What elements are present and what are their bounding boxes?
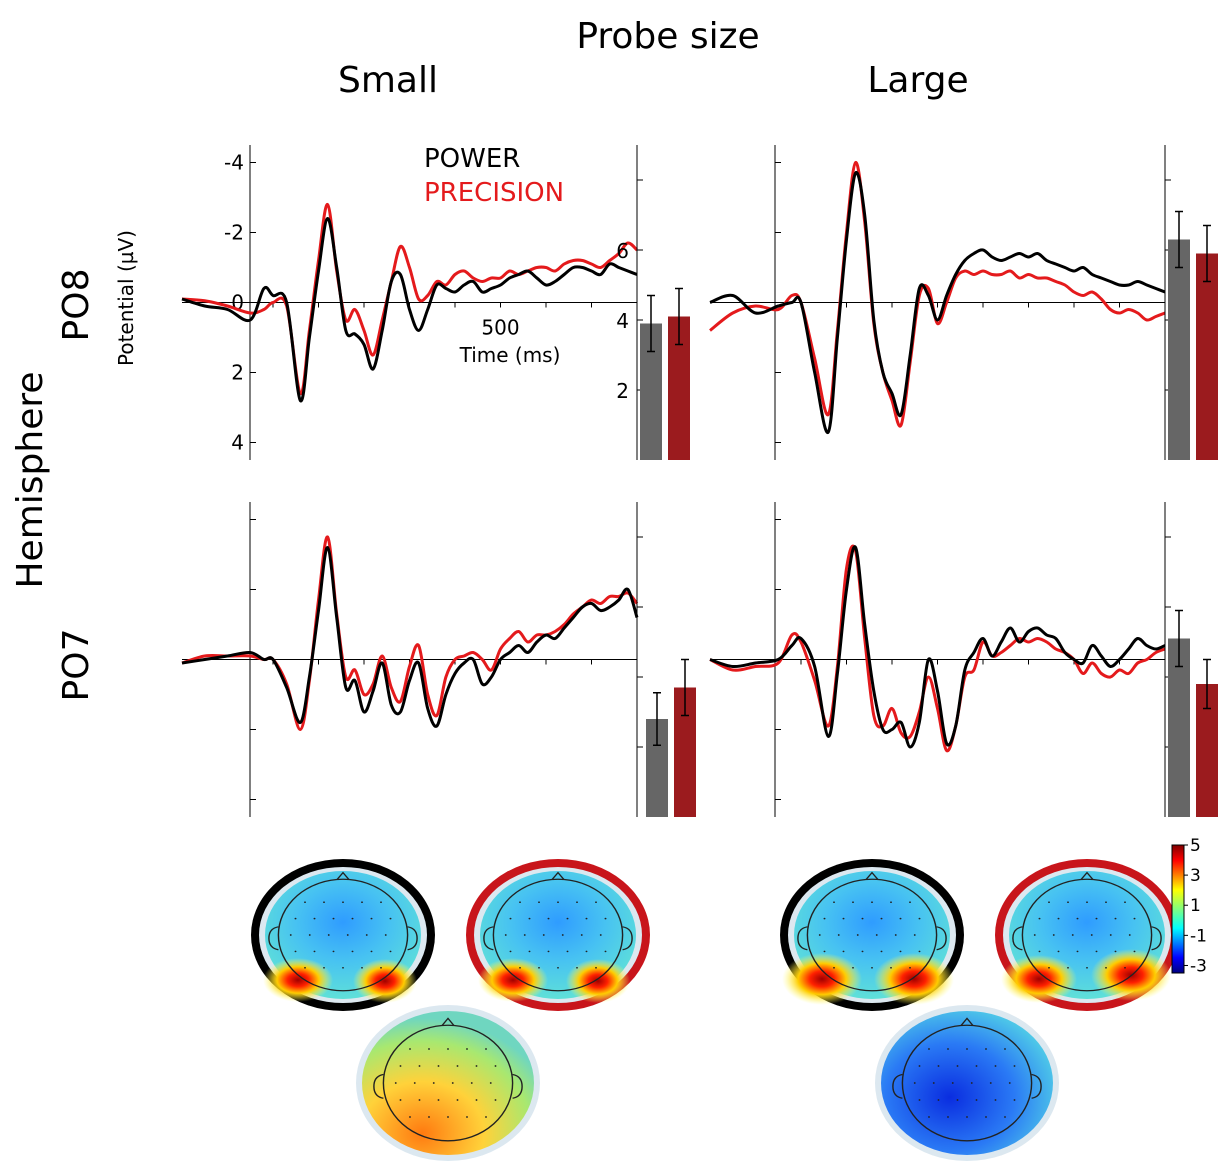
bar-power <box>640 323 662 460</box>
y-tick-label: -4 <box>224 151 244 175</box>
bar-panel-small-po7 <box>636 502 696 817</box>
topomap-large-power <box>780 859 964 1011</box>
topomap-small-power <box>251 859 435 1011</box>
row-title-po8: PO8 <box>56 269 97 342</box>
bar-precision <box>1196 684 1218 817</box>
column-group-title: Probe size <box>576 16 759 57</box>
bar-power <box>1168 638 1190 817</box>
y-axis-label: Potential (µV) <box>114 230 138 366</box>
colorbar: 5 3 1 -1 -3 <box>1171 836 1207 976</box>
topomap-large-difference <box>875 1005 1059 1161</box>
bar-y-tick-label: 6 <box>616 239 629 263</box>
bar-panels: 2 4 6 <box>616 145 1218 817</box>
topomap-small-difference <box>356 1005 540 1161</box>
bar-precision <box>674 687 696 817</box>
series-line-power <box>709 171 1166 434</box>
bar-precision <box>668 316 690 460</box>
bar-panel-large-po8 <box>1164 145 1218 460</box>
y-tick-label: -2 <box>224 221 244 245</box>
series-line-precision <box>181 535 639 732</box>
colorbar-tick-label: -1 <box>1190 926 1207 946</box>
bar-precision <box>1196 253 1218 460</box>
series-line-power <box>709 545 1166 749</box>
x-tick-label: 500 <box>481 316 519 340</box>
y-tick-label: 2 <box>231 361 244 385</box>
series-line-precision <box>181 202 639 396</box>
series-line-power <box>181 545 639 728</box>
erp-panel-small-po7 <box>181 502 639 817</box>
row-title-po7: PO7 <box>56 629 97 702</box>
column-title-large: Large <box>867 60 968 101</box>
legend-precision: PRECISION <box>424 178 564 208</box>
topomap-large-precision <box>995 859 1179 1011</box>
x-axis-label: Time (ms) <box>459 343 561 367</box>
topomap-small-precision <box>466 859 650 1011</box>
erp-panel-large-po7 <box>709 502 1166 817</box>
series-line-power <box>181 216 638 403</box>
bar-power <box>646 719 668 817</box>
bar-y-tick-label: 4 <box>616 309 629 333</box>
legend-power: POWER <box>424 144 520 174</box>
series-line-precision <box>709 160 1166 428</box>
bar-panel-large-po7 <box>1164 502 1218 817</box>
erp-panel-large-po8 <box>709 145 1166 460</box>
colorbar-tick-label: 1 <box>1190 896 1201 916</box>
bar-panel-small-po8: 2 4 6 <box>616 145 690 460</box>
colorbar-tick-label: 3 <box>1190 866 1201 886</box>
column-title-small: Small <box>338 60 438 101</box>
bar-y-tick-label: 2 <box>616 379 629 403</box>
y-tick-label: 4 <box>231 431 244 455</box>
row-group-title: Hemisphere <box>10 371 51 588</box>
colorbar-tick-label: 5 <box>1190 836 1201 856</box>
bar-power <box>1168 239 1190 460</box>
colorbar-tick-label: -3 <box>1190 956 1207 976</box>
